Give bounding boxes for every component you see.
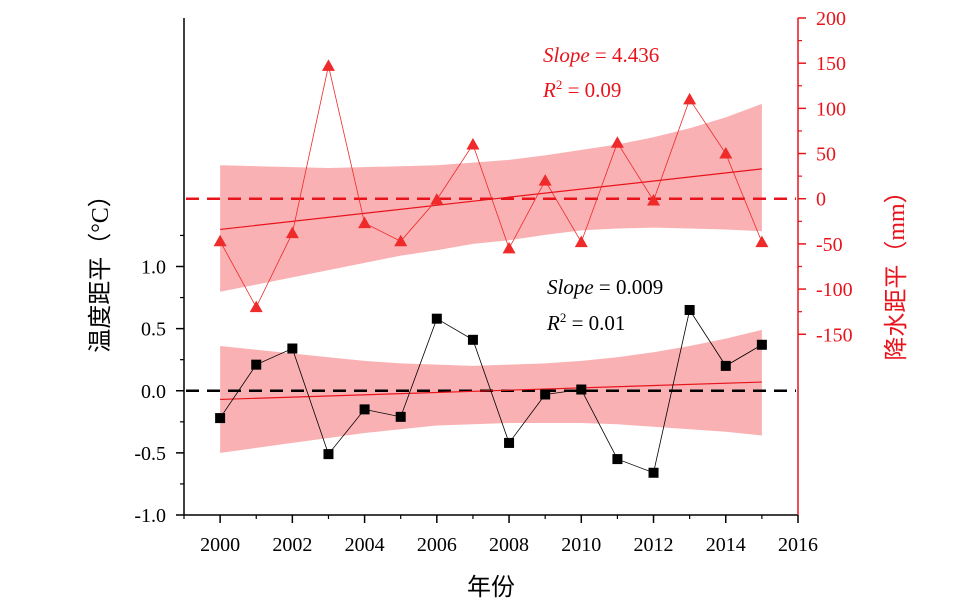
temp-point <box>540 389 551 400</box>
x-tick-label: 2002 <box>272 534 312 556</box>
temp-point <box>359 404 370 415</box>
confidence-bands <box>220 103 762 453</box>
y-right-tick-label: 0 <box>816 189 826 211</box>
r2-value: = 0.09 <box>562 78 621 102</box>
r2-superscript: 2 <box>560 310 567 325</box>
y-left-tick-label: -0.5 <box>134 443 166 465</box>
precip-point <box>430 193 444 205</box>
precip-point <box>574 235 588 248</box>
y-left-tick-label: -1.0 <box>134 505 166 527</box>
series-line-left <box>219 308 763 474</box>
temp-point <box>251 359 262 370</box>
precip-point <box>285 226 299 239</box>
precip-point <box>683 92 697 105</box>
trend-line-right <box>220 168 762 231</box>
r2-superscript: 2 <box>556 77 563 92</box>
y-right-tick-label: 50 <box>816 144 836 166</box>
series-line-right <box>219 65 763 309</box>
temp-point <box>648 467 659 478</box>
temp-point <box>576 384 587 395</box>
x-tick-label: 2016 <box>778 534 818 556</box>
data-series <box>213 59 769 478</box>
precip-point <box>321 59 335 71</box>
y-left-tick-label: 1.0 <box>141 257 166 279</box>
temp-point <box>215 413 226 424</box>
precip-point <box>610 136 624 148</box>
temp-point <box>323 449 334 460</box>
y-left-tick-label: 0.0 <box>141 381 166 403</box>
precip-point <box>358 216 372 229</box>
temp-point <box>287 343 298 354</box>
x-tick-label: 2000 <box>200 534 240 556</box>
precip-point <box>213 234 227 247</box>
precip-point <box>719 147 733 159</box>
slope-word: Slope <box>547 275 594 299</box>
x-tick-label: 2008 <box>489 534 529 556</box>
slope-annotation-right: Slope = 4.436 <box>543 43 659 67</box>
r2-base: R <box>542 78 556 102</box>
r2-annotation-right: R2 = 0.09 <box>542 77 621 102</box>
precip-point <box>249 300 263 313</box>
temp-point <box>504 437 515 448</box>
x-axis-title: 年份 <box>467 574 515 601</box>
slope-annotation-left: Slope = 0.009 <box>547 275 663 299</box>
temp-point <box>612 454 623 465</box>
r2-annotation-left: R2 = 0.01 <box>546 310 625 335</box>
temp-point <box>720 360 731 371</box>
y-right-axis-title: 降水距平（mm） <box>883 179 910 360</box>
x-tick-label: 2014 <box>706 534 746 556</box>
slope-value: = 4.436 <box>590 43 660 67</box>
precip-point <box>502 241 516 254</box>
y-right-tick-label: 100 <box>816 98 846 120</box>
precip-point <box>755 235 769 248</box>
slope-value: = 0.009 <box>594 275 664 299</box>
y-right-tick-label: 200 <box>816 8 846 30</box>
y-right-tick-label: -50 <box>816 234 843 256</box>
temp-point <box>395 411 406 422</box>
temp-point <box>756 339 767 350</box>
y-left-tick-label: 0.5 <box>141 319 166 341</box>
precip-point <box>466 138 480 150</box>
axes: 2000 2002 2004 2006 2008 2010 2012 2014 20161.00… <box>87 8 910 601</box>
y-left-axis-title: 温度距平（°C） <box>87 183 114 353</box>
precip-point <box>394 234 408 247</box>
temp-point <box>431 313 442 324</box>
y-right-tick-label: 150 <box>816 53 846 75</box>
temp-point <box>684 304 695 315</box>
y-right-tick-label: -100 <box>816 279 853 301</box>
slope-word: Slope <box>543 43 590 67</box>
precip-point <box>647 194 661 206</box>
precip-point <box>538 174 552 186</box>
temp-point <box>467 334 478 345</box>
r2-value: = 0.01 <box>566 311 625 335</box>
x-tick-label: 2012 <box>634 534 674 556</box>
x-tick-label: 2010 <box>561 534 601 556</box>
y-right-tick-label: -150 <box>816 324 853 346</box>
x-tick-label: 2004 <box>345 534 385 556</box>
r2-base: R <box>546 311 560 335</box>
x-tick-label: 2006 <box>417 534 457 556</box>
